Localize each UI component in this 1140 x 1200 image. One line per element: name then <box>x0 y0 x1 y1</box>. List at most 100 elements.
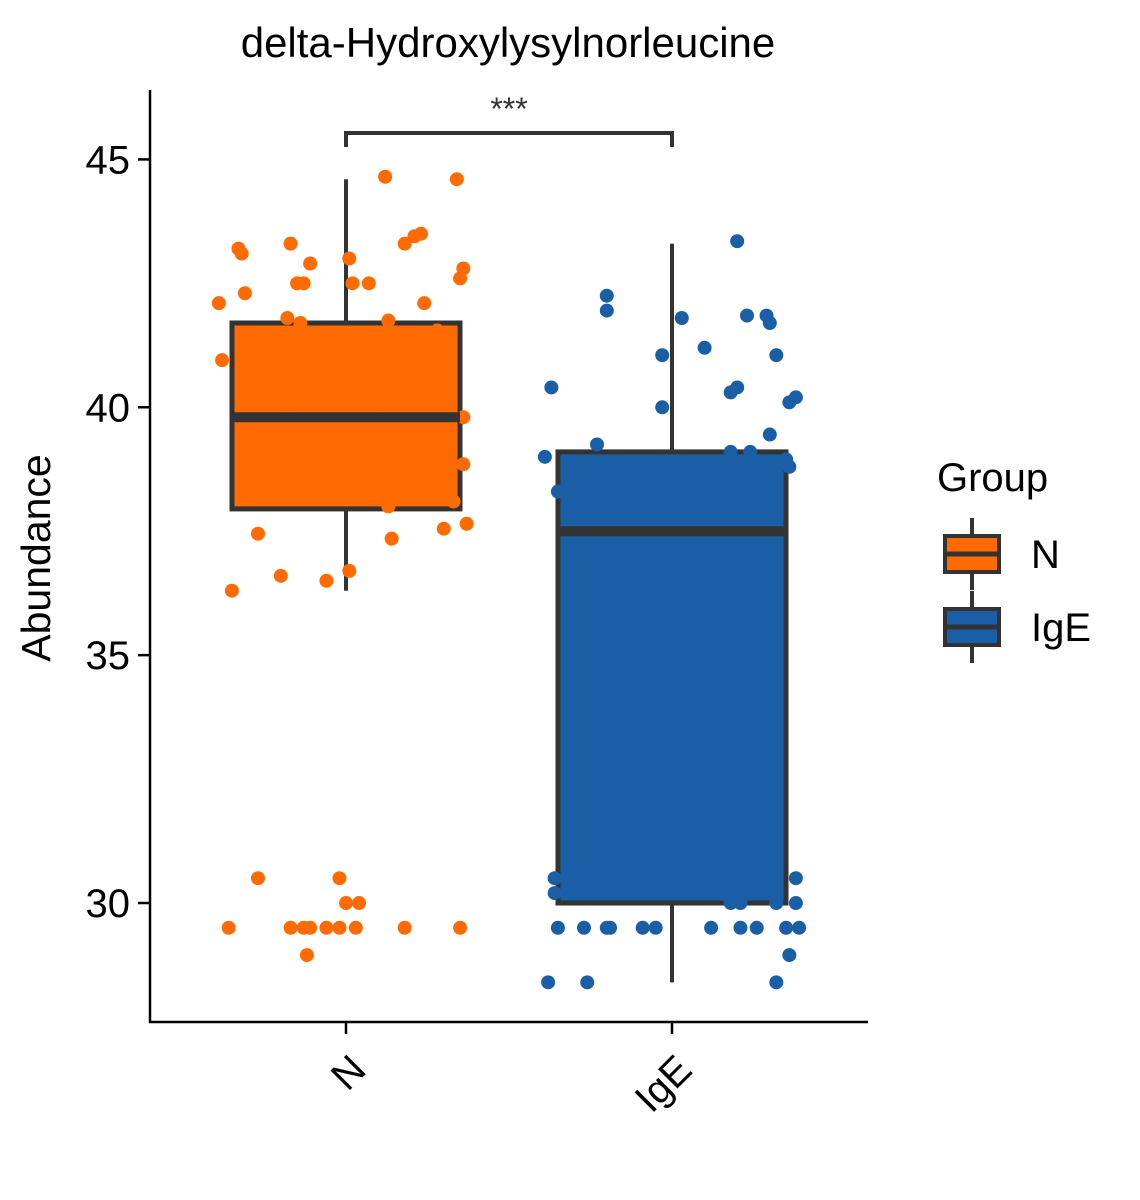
data-point <box>283 236 298 251</box>
data-point <box>547 886 562 901</box>
data-point <box>762 316 777 330</box>
data-point <box>723 896 738 911</box>
chart-title: delta-Hydroxylysylnorleucine <box>241 19 776 66</box>
data-point <box>550 920 565 935</box>
data-point <box>319 920 334 935</box>
data-point <box>378 169 393 184</box>
data-point <box>250 871 265 886</box>
data-point <box>215 353 230 368</box>
legend: Group N IgE <box>937 456 1091 663</box>
data-point <box>303 920 318 935</box>
data-point <box>739 308 754 323</box>
data-point <box>224 583 239 598</box>
data-point <box>384 531 399 546</box>
data-point <box>537 449 552 464</box>
data-point <box>319 573 334 588</box>
legend-entry-n: N <box>943 518 1060 590</box>
data-point <box>381 499 396 514</box>
data-point <box>769 348 784 363</box>
data-point <box>730 234 745 249</box>
data-point <box>397 920 412 935</box>
data-point <box>779 920 794 935</box>
data-point <box>782 459 797 474</box>
data-point <box>459 516 474 531</box>
data-point <box>296 276 311 291</box>
legend-label: N <box>1031 533 1060 577</box>
data-point <box>550 484 565 499</box>
data-point <box>603 920 618 935</box>
data-point <box>345 276 360 291</box>
data-point <box>635 920 650 935</box>
data-point <box>749 920 764 935</box>
x-axis: N IgE <box>149 1020 868 1121</box>
data-point <box>733 896 748 911</box>
data-point <box>788 871 803 886</box>
box-group-ige <box>555 243 789 983</box>
data-point <box>648 920 663 935</box>
data-point <box>293 316 308 330</box>
data-point <box>599 288 614 303</box>
data-point <box>283 920 298 935</box>
data-point <box>782 395 797 410</box>
legend-title: Group <box>937 456 1048 500</box>
data-point <box>769 975 784 990</box>
points-n <box>211 169 474 963</box>
data-point <box>723 385 738 400</box>
data-point <box>280 311 295 326</box>
x-tick-label: IgE <box>627 1047 701 1121</box>
legend-entry-ige: IgE <box>943 591 1091 663</box>
data-point <box>544 380 559 395</box>
y-axis-title: Abundance <box>13 454 59 661</box>
x-tick-label: N <box>323 1047 375 1099</box>
data-point <box>348 920 363 935</box>
data-point <box>332 920 347 935</box>
data-point <box>547 871 562 886</box>
points-ige <box>537 234 807 990</box>
data-point <box>417 296 432 311</box>
data-point <box>436 521 451 536</box>
y-tick-label: 40 <box>86 386 131 430</box>
data-point <box>381 313 396 328</box>
data-point <box>762 427 777 442</box>
data-point <box>446 494 461 509</box>
y-tick-label: 45 <box>86 138 131 182</box>
data-point <box>655 348 670 363</box>
data-point <box>449 172 464 187</box>
data-point <box>250 526 265 541</box>
data-point <box>580 975 595 990</box>
data-point <box>453 271 468 286</box>
data-point <box>342 563 357 578</box>
data-point <box>237 286 252 301</box>
y-axis: 30 35 40 45 <box>86 90 152 1023</box>
significance-label: *** <box>490 91 527 127</box>
data-point <box>397 236 412 251</box>
data-point <box>234 246 249 261</box>
data-point <box>733 920 748 935</box>
data-point <box>788 896 803 911</box>
data-point <box>743 444 758 459</box>
data-point <box>299 948 314 963</box>
significance-bracket <box>344 131 674 147</box>
data-point <box>453 920 468 935</box>
data-point <box>352 896 367 911</box>
data-point <box>674 311 689 326</box>
data-point <box>339 896 353 911</box>
data-point <box>342 251 357 266</box>
data-point <box>576 920 591 935</box>
data-point <box>456 457 471 472</box>
data-point <box>769 896 784 911</box>
data-point <box>590 437 605 452</box>
data-point <box>361 276 376 291</box>
legend-entries: N IgE <box>943 518 1091 663</box>
y-tick-label: 35 <box>86 634 131 678</box>
data-point <box>697 340 712 355</box>
data-point <box>430 323 445 338</box>
data-point <box>541 975 556 990</box>
data-point <box>407 229 422 244</box>
data-point <box>704 920 719 935</box>
data-point <box>723 444 738 459</box>
box-group-n <box>229 179 463 591</box>
significance-annotation: *** <box>344 91 674 147</box>
plot-area <box>211 169 807 990</box>
